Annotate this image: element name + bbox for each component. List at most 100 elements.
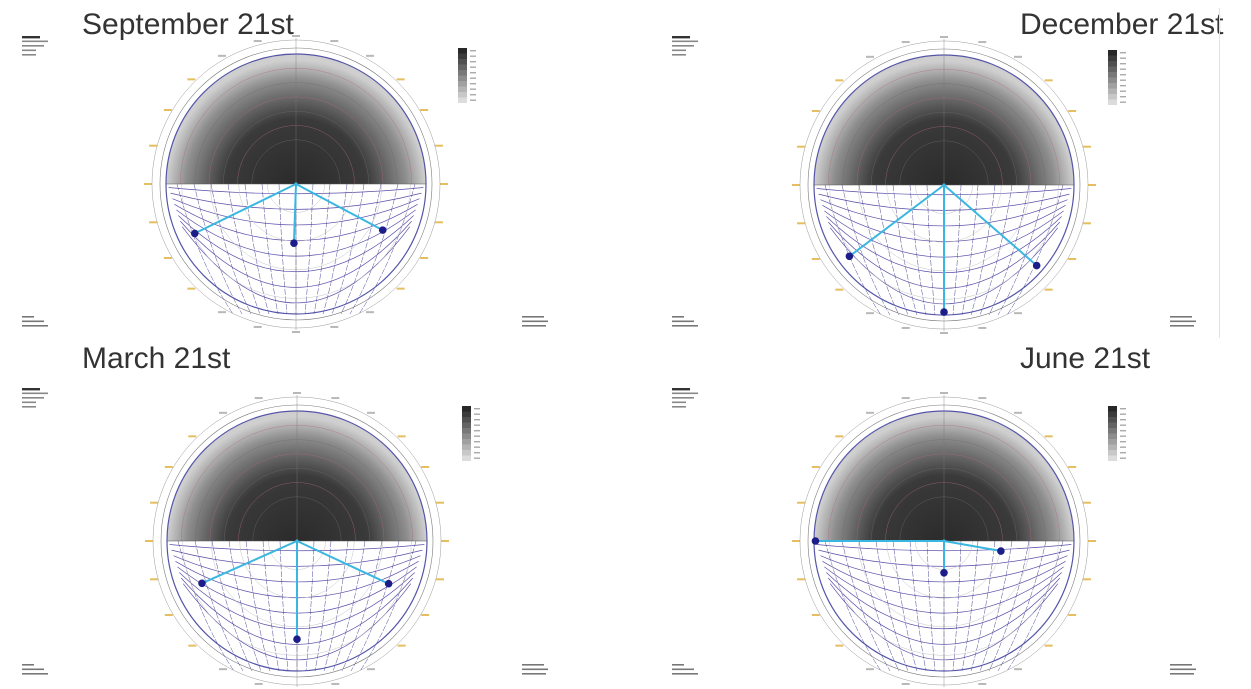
projection-december [672, 36, 1196, 334]
hour-line [926, 185, 936, 316]
tick-label [253, 325, 262, 328]
legend-tick [1120, 90, 1126, 92]
info-line [672, 45, 694, 47]
tick-label [420, 257, 429, 259]
tick-label [1044, 288, 1053, 291]
tick-label [901, 682, 910, 685]
sun-position-june-2 [997, 547, 1005, 555]
hour-line [211, 541, 253, 672]
tick-label [1082, 501, 1091, 504]
info-line [22, 673, 48, 675]
legend-tick [1120, 435, 1126, 437]
sun-vector-september-0 [194, 183, 297, 235]
legend-swatch [1108, 83, 1117, 89]
legend-tick [1120, 85, 1126, 87]
tick-label [792, 540, 800, 542]
hour-line [875, 185, 909, 316]
info-line [22, 401, 36, 404]
tick-label [835, 435, 844, 438]
tick-label [940, 392, 948, 394]
tick-label [330, 325, 339, 328]
hour-line [979, 185, 1013, 316]
legend-swatch [1108, 444, 1117, 450]
tick-label [1044, 79, 1053, 82]
legend-swatch [458, 64, 467, 70]
tick-label [901, 326, 910, 329]
tick-label [254, 682, 263, 685]
hour-line [875, 541, 909, 672]
tick-label [149, 144, 158, 147]
info-line [672, 316, 684, 318]
legend-tick [1120, 101, 1126, 103]
info-line [1170, 673, 1194, 675]
tick-label [1088, 540, 1096, 542]
tick-label [145, 540, 153, 542]
hour-line [228, 541, 262, 672]
tick-label [1014, 411, 1022, 414]
legend-tick [474, 430, 480, 432]
info-line [672, 668, 694, 671]
tick-label [797, 145, 806, 148]
tick-label [396, 287, 405, 290]
hour-line [262, 541, 280, 672]
tick-label [1068, 466, 1077, 468]
hour-line [988, 541, 1030, 672]
legend-tick [1120, 419, 1126, 421]
legend-tick [1120, 441, 1126, 443]
shading-legend [458, 48, 476, 103]
tick-label [866, 55, 874, 58]
legend-tick [474, 457, 480, 459]
tick-label [420, 109, 429, 111]
tick-label [144, 183, 152, 185]
tick-label [978, 682, 987, 685]
tick-label [978, 397, 987, 400]
sun-vector-september-1 [292, 183, 297, 244]
tick-label [835, 79, 844, 82]
legend-tick [1120, 63, 1126, 65]
legend-tick [1120, 57, 1126, 59]
info-line [522, 320, 548, 323]
info-line [22, 668, 44, 671]
tick-label [866, 411, 874, 414]
tick-label [978, 41, 987, 44]
tick-label [219, 668, 227, 671]
tick-label [1044, 435, 1053, 438]
legend-swatch [1108, 72, 1117, 78]
legend-swatch [1108, 406, 1117, 412]
legend-tick [470, 61, 476, 63]
info-line [522, 316, 544, 318]
tick-label [150, 578, 159, 581]
hour-line [194, 541, 244, 672]
sun-position-december-2 [1032, 261, 1041, 270]
sun-position-december-0 [845, 252, 854, 261]
sun-position-september-1 [290, 239, 298, 247]
tick-label [811, 110, 820, 112]
tick-label [901, 41, 910, 44]
legend-swatch [458, 48, 467, 54]
legend-tick [1120, 457, 1126, 459]
tick-label [219, 411, 227, 414]
hour-line [227, 184, 261, 315]
legend-swatch [458, 53, 467, 59]
hour-line [961, 185, 979, 316]
tick-label [835, 288, 844, 291]
legend-swatch [1108, 50, 1117, 56]
legend-swatch [458, 70, 467, 76]
tick-label [1082, 145, 1091, 148]
info-line [22, 316, 34, 318]
tick-label [866, 312, 874, 315]
hour-line [332, 541, 366, 672]
legend-tick [474, 424, 480, 426]
legend-tick [470, 55, 476, 57]
tick-label [218, 311, 226, 314]
tick-label [164, 614, 173, 616]
sun-position-march-2 [384, 579, 393, 588]
info-line [1170, 668, 1196, 671]
legend-swatch [1108, 66, 1117, 72]
tick-label [811, 258, 820, 260]
legend-tick [1120, 413, 1126, 415]
info-line [672, 388, 690, 391]
projection-september [22, 35, 548, 333]
tick-label [1068, 258, 1077, 260]
info-line [22, 664, 34, 666]
